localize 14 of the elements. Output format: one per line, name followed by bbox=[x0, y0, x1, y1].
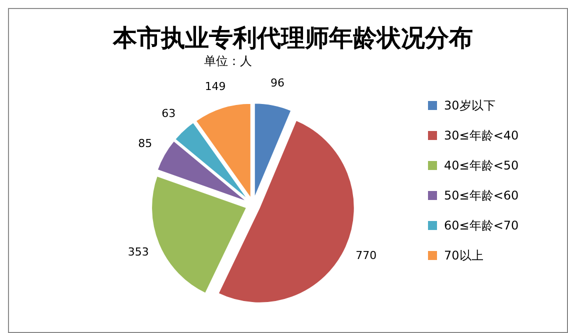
data-label: 149 bbox=[204, 80, 226, 93]
legend-label: 50≤年龄<60 bbox=[444, 188, 519, 202]
data-label: 96 bbox=[270, 76, 285, 90]
legend-label: 60≤年龄<70 bbox=[444, 218, 519, 232]
data-label: 770 bbox=[356, 248, 377, 262]
chart-title: 本市执业专利代理师年龄状况分布 bbox=[112, 24, 473, 52]
legend-label: 30岁以下 bbox=[444, 98, 496, 112]
legend-label: 70以上 bbox=[444, 248, 484, 262]
chart-subtitle: 单位：人 bbox=[204, 54, 252, 68]
data-label: 63 bbox=[162, 107, 176, 120]
data-label: 353 bbox=[128, 245, 149, 258]
legend-label: 30≤年龄<40 bbox=[444, 128, 519, 142]
data-label: 85 bbox=[138, 136, 152, 150]
legend-label: 40≤年龄<50 bbox=[444, 158, 519, 172]
